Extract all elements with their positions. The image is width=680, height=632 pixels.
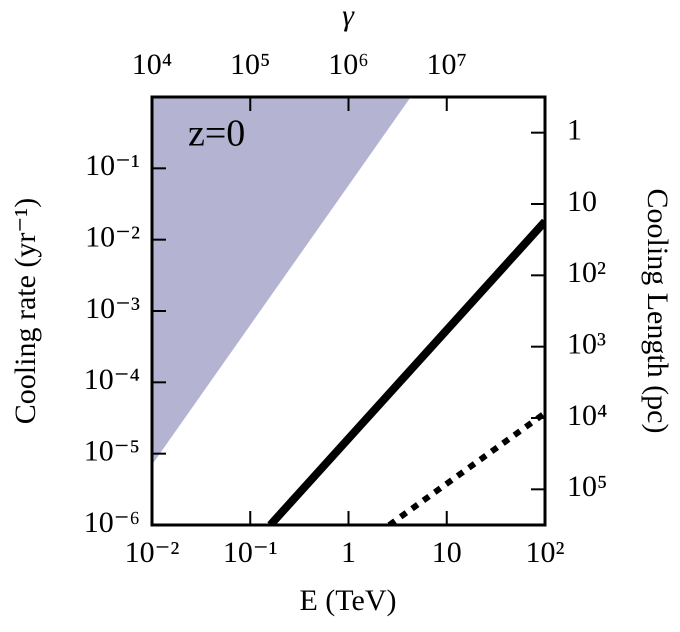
x-tick-label: 1	[341, 536, 356, 569]
y2-tick-label: 10³	[567, 328, 606, 361]
y-axis-label: Cooling rate (yr⁻¹)	[9, 198, 42, 424]
annotation: z=0	[188, 113, 245, 155]
y2-tick-label: 10⁴	[567, 399, 607, 432]
x2-tick-label: 10⁴	[132, 48, 172, 81]
solid-line	[267, 218, 545, 525]
y-tick-label: 10⁻³	[85, 292, 140, 325]
y2-axis-label: Cooling Length (pc)	[641, 189, 674, 434]
y2-tick-label: 1	[567, 114, 582, 147]
y2-tick-label: 10	[567, 185, 597, 218]
x2-axis-label: γ	[342, 0, 355, 32]
dotted-line	[387, 410, 545, 525]
x-tick-label: 10²	[526, 536, 565, 569]
x-tick-label: 10⁻¹	[223, 536, 278, 569]
x-tick-label: 10⁻²	[125, 536, 180, 569]
x-tick-label: 10	[432, 536, 462, 569]
y-tick-label: 10⁻⁵	[84, 435, 140, 468]
y2-tick-label: 10²	[567, 256, 606, 289]
x-axis-label: E (TeV)	[299, 584, 396, 617]
y2-tick-label: 10⁵	[567, 470, 607, 503]
x2-tick-label: 10⁶	[328, 48, 368, 81]
plot-area	[152, 97, 545, 525]
y-tick-label: 10⁻¹	[85, 149, 140, 182]
x2-tick-label: 10⁵	[230, 48, 270, 81]
shaded-region	[152, 97, 411, 465]
y-tick-label: 10⁻⁶	[84, 506, 140, 539]
y-tick-label: 10⁻²	[85, 221, 140, 254]
y-tick-label: 10⁻⁴	[84, 363, 140, 396]
x2-tick-label: 10⁷	[427, 48, 467, 81]
